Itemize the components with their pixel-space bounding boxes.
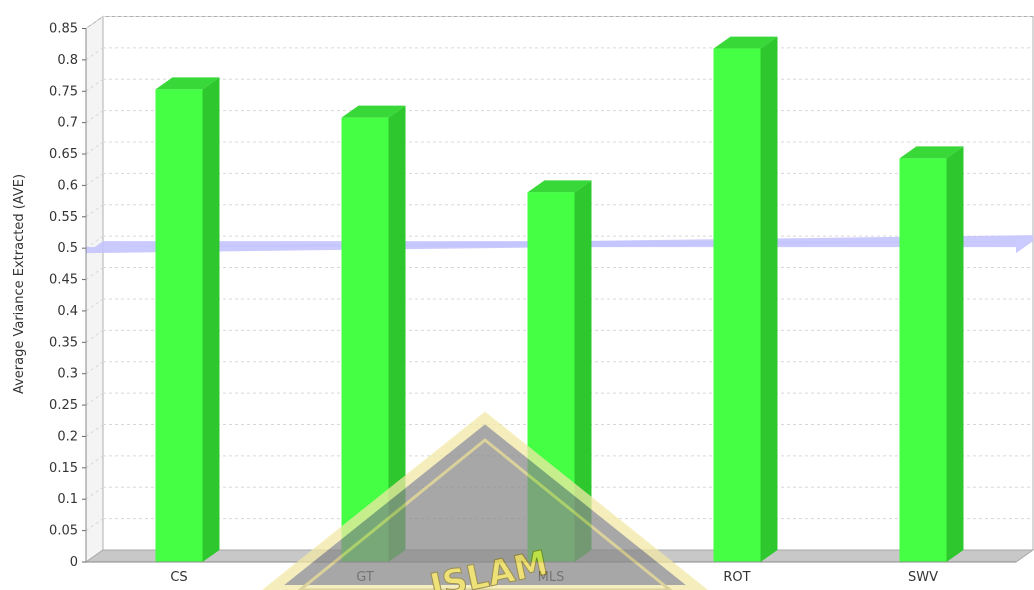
y-tick-label: 0.55	[49, 210, 78, 225]
bar-rot	[714, 37, 778, 562]
y-tick-label: 0.75	[49, 84, 78, 99]
y-tick-label: 0.8	[57, 53, 78, 68]
y-tick-label: 0.1	[57, 492, 78, 507]
x-tick-label: SWV	[908, 570, 938, 585]
left-wall	[86, 17, 103, 563]
y-tick-label: 0.2	[57, 429, 78, 444]
bar-side	[761, 37, 778, 562]
y-tick-label: 0	[70, 555, 78, 570]
bar-front	[714, 49, 761, 562]
bar-side	[947, 146, 964, 562]
y-tick-label: 0.35	[49, 335, 78, 350]
y-tick-label: 0.6	[57, 178, 78, 193]
y-tick-label: 0.7	[57, 116, 78, 131]
bar-swv	[900, 146, 964, 562]
y-tick-label: 0.85	[49, 22, 78, 37]
y-tick-label: 0.65	[49, 147, 78, 162]
bar-side	[203, 77, 220, 562]
y-tick-label: 0.05	[49, 524, 78, 539]
y-tick-label: 0.3	[57, 367, 78, 382]
y-tick-label: 0.5	[57, 241, 78, 256]
x-tick-label: CS	[170, 570, 187, 585]
bar-front	[900, 158, 947, 562]
y-tick-label: 0.15	[49, 461, 78, 476]
y-axis-label: Average Variance Extracted (AVE)	[12, 174, 27, 394]
y-tick-label: 0.45	[49, 273, 78, 288]
y-tick-label: 0.25	[49, 398, 78, 413]
x-tick-label: ROT	[723, 570, 750, 585]
bar-front	[156, 89, 203, 562]
y-tick-label: 0.4	[57, 304, 78, 319]
bar-cs	[156, 77, 220, 562]
